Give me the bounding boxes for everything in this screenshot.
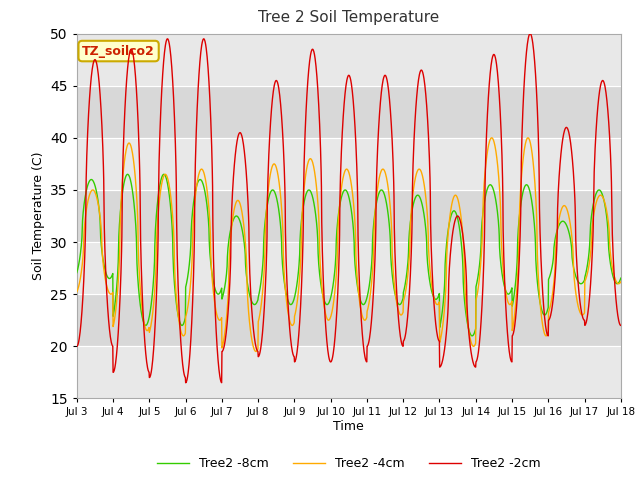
Tree2 -2cm xyxy=(526,31,534,36)
Tree2 -2cm xyxy=(298,277,306,283)
Tree2 -2cm xyxy=(276,101,284,107)
Tree2 -4cm xyxy=(252,348,260,354)
Bar xyxy=(77,34,621,86)
Tree2 -2cm xyxy=(295,328,303,334)
Tree2 -8cm xyxy=(617,275,625,281)
Tree2 -8cm xyxy=(295,262,303,267)
Bar xyxy=(77,242,621,294)
Tree2 -4cm xyxy=(189,226,196,232)
Tree2 -4cm xyxy=(617,279,625,285)
Tree2 -8cm xyxy=(445,226,452,231)
Tree2 -2cm xyxy=(445,295,452,301)
Tree2 -4cm xyxy=(276,193,284,199)
Tree2 -2cm xyxy=(104,309,112,314)
Tree2 -8cm xyxy=(73,270,81,276)
Text: TZ_soilco2: TZ_soilco2 xyxy=(82,45,155,58)
X-axis label: Time: Time xyxy=(333,420,364,433)
Tree2 -8cm xyxy=(276,223,284,229)
Line: Tree2 -4cm: Tree2 -4cm xyxy=(77,138,621,351)
Bar xyxy=(77,138,621,190)
Tree2 -2cm xyxy=(189,282,197,288)
Bar xyxy=(77,346,621,398)
Tree2 -4cm xyxy=(295,282,303,288)
Tree2 -8cm xyxy=(124,171,131,177)
Line: Tree2 -8cm: Tree2 -8cm xyxy=(77,174,621,336)
Tree2 -4cm xyxy=(445,228,452,233)
Tree2 -4cm xyxy=(73,289,81,295)
Tree2 -4cm xyxy=(104,287,112,293)
Tree2 -2cm xyxy=(73,343,81,349)
Tree2 -2cm xyxy=(617,323,625,328)
Y-axis label: Soil Temperature (C): Soil Temperature (C) xyxy=(31,152,45,280)
Tree2 -8cm xyxy=(298,215,306,221)
Tree2 -8cm xyxy=(189,203,197,208)
Line: Tree2 -2cm: Tree2 -2cm xyxy=(77,34,621,383)
Tree2 -8cm xyxy=(468,333,476,339)
Tree2 -8cm xyxy=(104,275,112,280)
Tree2 -4cm xyxy=(524,135,532,141)
Tree2 -2cm xyxy=(182,380,189,385)
Title: Tree 2 Soil Temperature: Tree 2 Soil Temperature xyxy=(258,11,440,25)
Legend: Tree2 -8cm, Tree2 -4cm, Tree2 -2cm: Tree2 -8cm, Tree2 -4cm, Tree2 -2cm xyxy=(152,452,545,475)
Tree2 -4cm xyxy=(298,218,306,224)
